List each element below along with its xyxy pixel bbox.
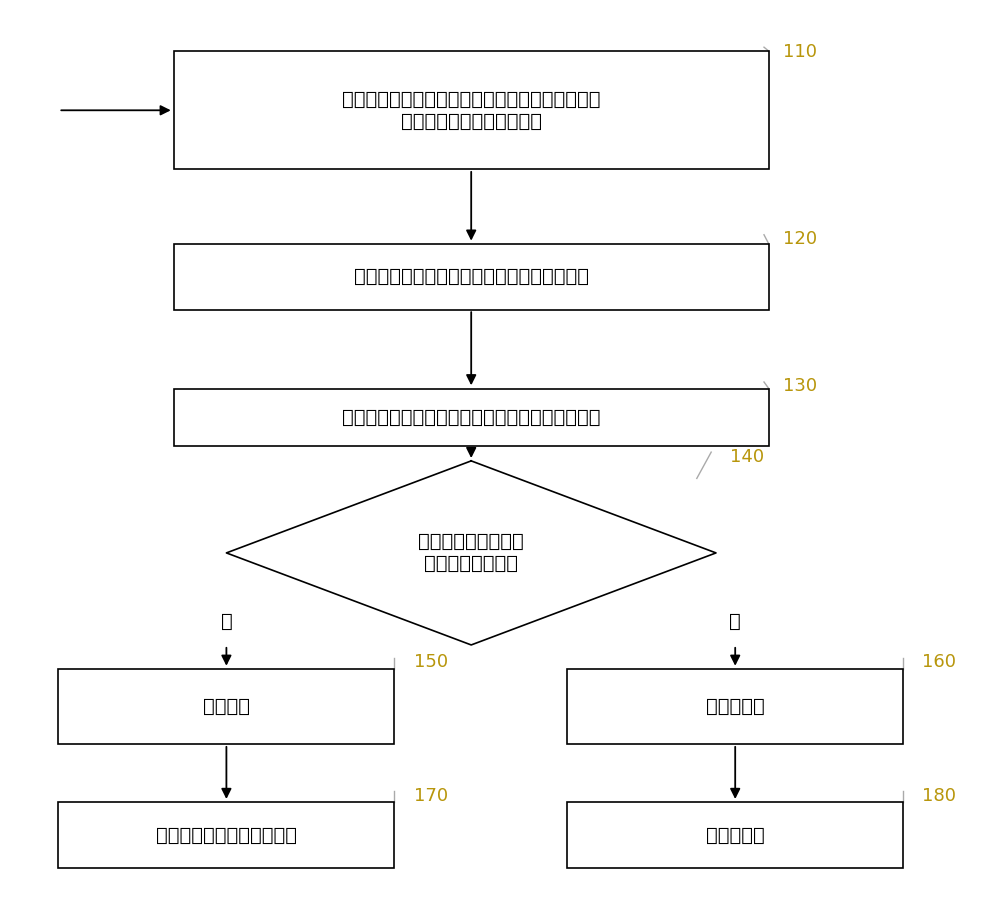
Text: 150: 150 <box>414 654 448 671</box>
Text: 是: 是 <box>221 612 232 631</box>
Text: 判断合格: 判断合格 <box>203 697 250 716</box>
Text: 160: 160 <box>922 654 956 671</box>
Text: 提示不合格: 提示不合格 <box>706 825 765 845</box>
Text: 使得安装在车辆的轮毂上的目标轮相对于轮速传感
器旋转，以产生传感器信号: 使得安装在车辆的轮毂上的目标轮相对于轮速传感 器旋转，以产生传感器信号 <box>342 89 600 131</box>
Text: 将所述传感器参数与预设的标准参数范围进行比较: 将所述传感器参数与预设的标准参数范围进行比较 <box>342 407 600 426</box>
Text: 存储传感器参数和测试结果: 存储传感器参数和测试结果 <box>156 825 297 845</box>
Text: 判断不合格: 判断不合格 <box>706 697 765 716</box>
FancyBboxPatch shape <box>174 51 769 170</box>
FancyBboxPatch shape <box>567 803 903 868</box>
Text: 170: 170 <box>414 787 448 804</box>
Text: 否: 否 <box>729 612 741 631</box>
Text: 130: 130 <box>783 377 817 395</box>
Text: 传感器参数是否均在
标准参数范围内？: 传感器参数是否均在 标准参数范围内？ <box>418 532 524 573</box>
FancyBboxPatch shape <box>174 389 769 446</box>
Text: 140: 140 <box>730 447 765 466</box>
Text: 110: 110 <box>783 43 817 60</box>
Text: 对所述传感器信号进行处理以产生传感器参数: 对所述传感器信号进行处理以产生传感器参数 <box>354 268 589 287</box>
FancyBboxPatch shape <box>58 669 394 743</box>
FancyBboxPatch shape <box>567 669 903 743</box>
FancyBboxPatch shape <box>174 244 769 310</box>
Text: 120: 120 <box>783 230 817 248</box>
FancyBboxPatch shape <box>58 803 394 868</box>
Text: 180: 180 <box>922 787 956 804</box>
